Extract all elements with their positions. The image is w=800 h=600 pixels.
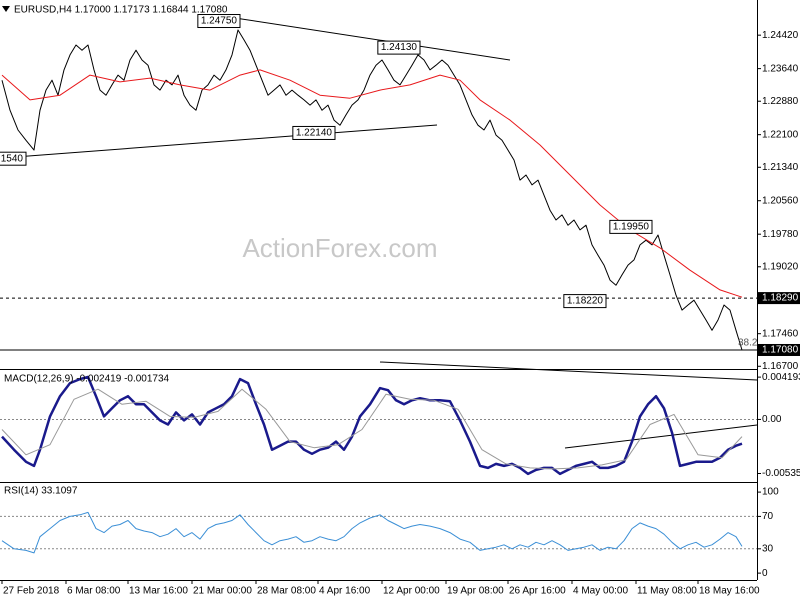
y-tick-label: 70 [762,511,774,522]
x-tick-label: 18 May 16:00 [699,586,760,597]
price-label-box [757,343,800,356]
panel-title: EURUSD,H4 1.17000 1.17173 1.16844 1.1708… [14,5,228,16]
annotation-label: 1.24130 [381,42,418,53]
dropdown-arrow [2,6,10,12]
annotation-box [609,219,653,234]
y-tick-label: 1.21340 [762,162,799,173]
price-label: 1.18290 [762,293,799,304]
x-tick-label: 28 Mar 08:00 [257,586,316,597]
annotation-box [197,14,241,29]
y-tick-label: 0.00 [762,414,782,425]
y-tick-label: -0.005356 [762,468,800,479]
y-tick-label: 1.19020 [762,261,799,272]
annotation-box [292,125,336,140]
price-label: 1.17080 [762,345,799,356]
y-tick-label: 30 [762,543,774,554]
price-label-box [757,292,800,305]
x-tick-label: 6 Mar 08:00 [67,586,121,597]
y-tick-label: 1.17460 [762,328,799,339]
y-tick-label: 1.22100 [762,129,799,140]
annotation-box [563,294,607,309]
series-line [1,388,743,470]
panel-title: RSI(14) 33.1097 [4,486,78,497]
x-tick-label: 19 Apr 08:00 [447,586,504,597]
watermark: ActionForex.com [242,233,437,263]
series-line [1,511,743,554]
y-tick-label: 1.24420 [762,30,799,41]
annotation-label: 1540 [1,153,24,164]
y-tick-label: 100 [762,487,779,498]
annotation-label: 1.24750 [201,16,238,27]
x-tick-label: 12 Apr 00:00 [383,586,440,597]
y-tick-label: 1.19780 [762,229,799,240]
y-tick-label: 1.20560 [762,195,799,206]
x-tick-label: 4 May 00:00 [573,586,628,597]
trendline [564,424,758,449]
annotation-label: 1.18220 [567,296,604,307]
y-tick-label: 1.22880 [762,96,799,107]
x-tick-label: 27 Feb 2018 [3,586,60,597]
y-tick-label: 1.16700 [762,361,799,372]
x-tick-label: 26 Apr 16:00 [509,586,566,597]
annotation-box [0,151,27,166]
x-tick-label: 4 Apr 16:00 [319,586,371,597]
x-tick-label: 21 Mar 00:00 [193,586,252,597]
annotation-box [377,40,421,55]
trendline [234,17,511,61]
annotation-label: 1.19950 [613,222,650,233]
series-line [1,29,743,351]
y-tick-label: 1.23640 [762,63,799,74]
y-tick-label: 0.004193 [762,372,800,383]
x-tick-label: 13 Mar 16:00 [129,586,188,597]
trendline [379,361,758,381]
x-tick-label: 11 May 08:00 [637,586,697,597]
trendline [1,124,438,159]
annotation-label: 1.22140 [296,128,333,139]
panel-title: MACD(12,26,9) -0.002419 -0.001734 [4,374,170,385]
y-tick-label: 0 [762,568,768,579]
fib-label: 38.2 [738,338,758,349]
